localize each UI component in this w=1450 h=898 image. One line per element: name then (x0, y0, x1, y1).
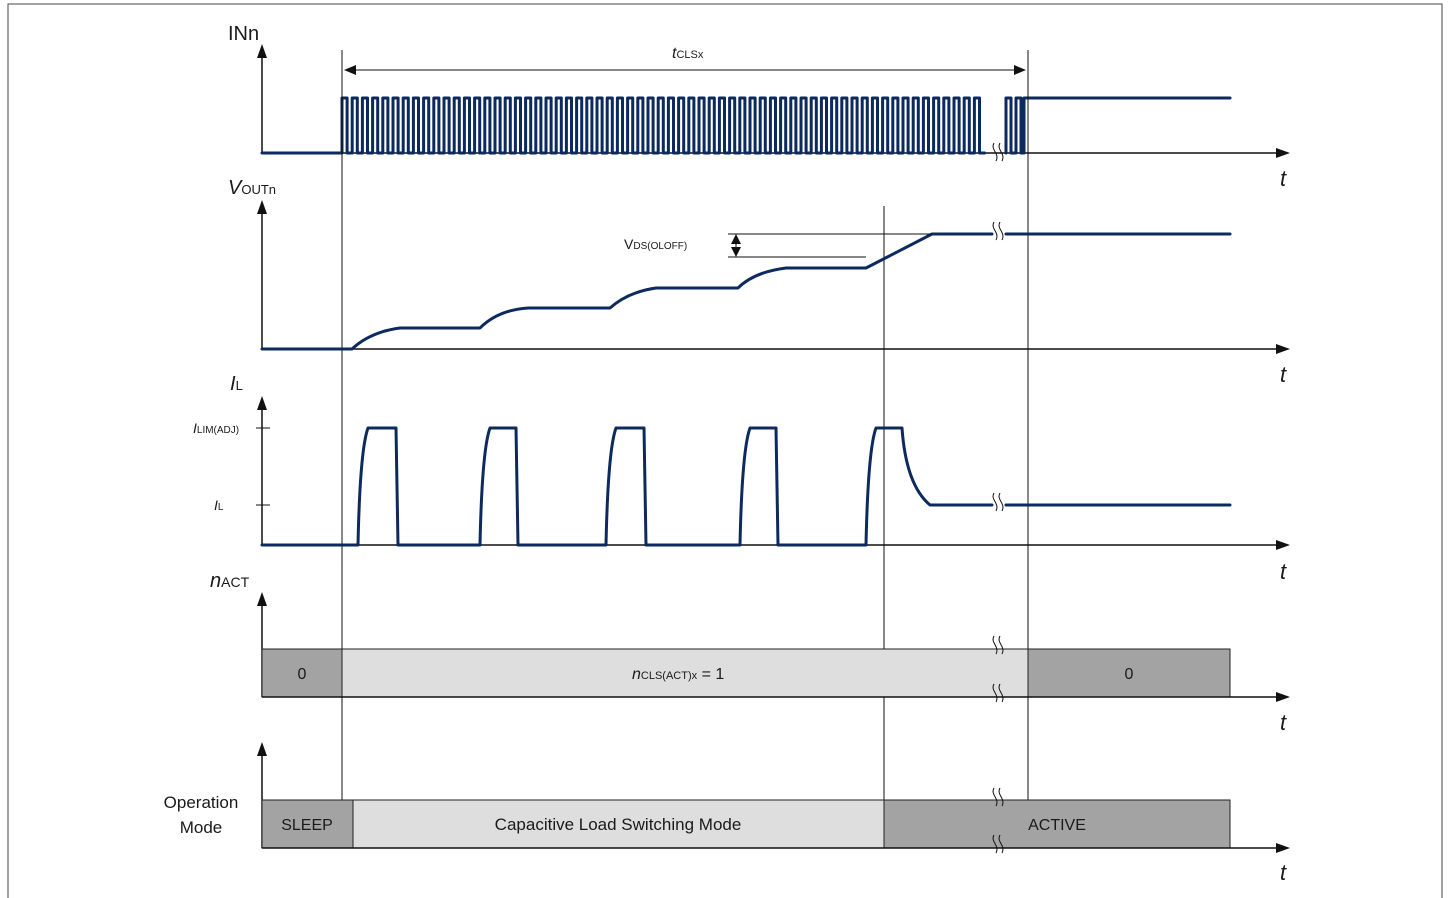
vout-signal (260, 232, 1232, 351)
mode-cls-text: Capacitive Load Switching Mode (495, 815, 742, 834)
nact-time-label: t (1280, 710, 1287, 735)
nact-panel: nACT 0 nCLS(ACT)x = 1 0 t (210, 570, 1290, 735)
il-panel: IL t ILIM(ADJ) IL (193, 373, 1290, 584)
vout-time-label: t (1280, 362, 1287, 387)
inn-time-label: t (1280, 166, 1287, 191)
inn-signal (260, 96, 1232, 155)
inn-label: INn (228, 23, 259, 45)
il-label: IL (230, 373, 243, 395)
inn-x-arrow (1276, 148, 1290, 158)
mode-active-text: ACTIVE (1028, 817, 1086, 834)
tclsx-label: tCLSx (672, 45, 704, 62)
nact-bar-middle (341, 648, 1029, 698)
opmode-label-line1: Operation (164, 793, 239, 812)
opmode-panel: Operation Mode SLEEP Capacitive Load Swi… (164, 742, 1290, 885)
mode-active-bar (883, 799, 1231, 849)
inn-y-arrow (257, 44, 267, 58)
nact-bar-left-text: 0 (298, 666, 307, 683)
tclsx-dimension: tCLSx (344, 45, 1026, 75)
vout-label: VOUTn (228, 177, 276, 199)
inn-break-mark (992, 142, 1004, 162)
ilim-adj-label: ILIM(ADJ) (193, 420, 239, 436)
il-signal (260, 426, 1232, 547)
il-time-label: t (1280, 559, 1287, 584)
nact-bar-middle-text: nCLS(ACT)x = 1 (632, 666, 724, 683)
opmode-label-line2: Mode (180, 818, 223, 837)
il-tick-label: IL (214, 497, 224, 513)
nact-bar-left (261, 648, 343, 698)
mode-sleep-text: SLEEP (281, 817, 333, 834)
vds-oloff-label: VDS(OLOFF) (624, 236, 687, 252)
mode-cls-bar (352, 799, 885, 849)
nact-bar-right-text: 0 (1125, 666, 1134, 683)
nact-bar-right (1027, 648, 1231, 698)
inn-panel: INn t (228, 23, 1290, 191)
mode-time-label: t (1280, 860, 1287, 885)
vout-panel: VOUTn t VDS(OLOFF) (228, 177, 1290, 387)
nact-label: nACT (210, 570, 250, 592)
diagram-frame (7, 3, 1443, 898)
mode-sleep-bar (261, 799, 354, 849)
